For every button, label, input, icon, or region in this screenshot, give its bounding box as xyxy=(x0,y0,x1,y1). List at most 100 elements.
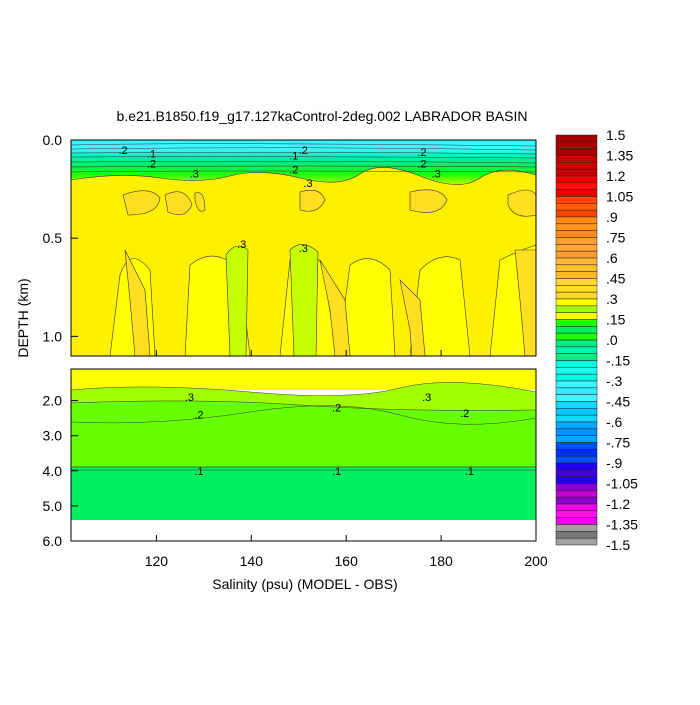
colorbar-box xyxy=(555,496,598,505)
contour-label: .2 xyxy=(118,145,127,157)
colorbar-label: -1.05 xyxy=(606,476,638,492)
gold-regions xyxy=(70,167,537,357)
colorbar-box xyxy=(555,428,598,436)
colorbar-box xyxy=(555,490,598,498)
colorbar-box xyxy=(555,209,598,218)
colorbar-box xyxy=(555,305,598,313)
x-tick-label: 200 xyxy=(524,553,548,569)
colorbar-label: .3 xyxy=(606,291,618,307)
colorbar-box xyxy=(555,435,598,443)
colorbar-label: -.45 xyxy=(606,394,630,410)
colorbar-box xyxy=(555,257,598,266)
contour-label: .3 xyxy=(185,392,194,404)
colorbar-box xyxy=(555,517,598,525)
x-tick-label: 120 xyxy=(145,553,169,569)
colorbar-label: -.75 xyxy=(606,435,630,451)
colorbar-box xyxy=(555,332,598,341)
colorbar-box xyxy=(555,326,598,334)
contour-label: .3 xyxy=(237,239,246,251)
colorbar-box xyxy=(555,312,598,320)
colorbar-label: .45 xyxy=(606,271,626,287)
contour-label: .1 xyxy=(465,466,474,478)
contour-label: .3 xyxy=(422,392,431,404)
y-axis-label: DEPTH (km) xyxy=(15,278,31,357)
colorbar-label: .15 xyxy=(606,312,626,328)
colorbar-box xyxy=(555,203,598,211)
colorbar-box xyxy=(555,175,598,184)
colorbar-box xyxy=(555,148,598,156)
green-yellow-columns xyxy=(225,244,319,357)
colorbar-box xyxy=(555,237,598,245)
colorbar-box xyxy=(555,244,598,252)
contour-label: .1 xyxy=(332,466,341,478)
contour-label: .3 xyxy=(432,168,441,180)
colorbar-box xyxy=(555,421,598,430)
colorbar-box xyxy=(555,285,598,293)
y-tick-label: 4.0 xyxy=(43,463,63,479)
colorbar-box xyxy=(555,223,598,231)
colorbar-box xyxy=(555,162,598,170)
colorbar: 1.5 1.35 1.2 1.05 .9 .75 .6 .45 .3 .15 .0 -.15 -.3 -.… xyxy=(555,127,638,553)
contour-labels: .2.1.2.3.2.1.2.3.2.2.3.3.3.3.3.2.2.2.1.1… xyxy=(118,145,474,478)
colorbar-box xyxy=(555,319,598,327)
contour-label: .1 xyxy=(147,149,156,161)
colorbar-box xyxy=(555,373,598,382)
colorbar-box xyxy=(555,408,598,416)
y-tick-label: 0.0 xyxy=(43,132,63,148)
colorbar-box xyxy=(555,455,598,464)
colorbar-label: 1.35 xyxy=(606,148,633,164)
colorbar-box xyxy=(555,339,598,348)
y-tick-label: 2.0 xyxy=(43,393,63,409)
colorbar-box xyxy=(555,394,598,402)
contour-label: .3 xyxy=(190,168,199,180)
chart-title: b.e21.B1850.f19_g17.127kaControl-2deg.00… xyxy=(117,108,528,124)
contour-label: .2 xyxy=(147,159,156,171)
colorbar-box xyxy=(555,510,598,518)
colorbar-label: -1.35 xyxy=(606,517,638,533)
contour-label: .2 xyxy=(194,410,203,422)
y-tick-label: 3.0 xyxy=(43,428,63,444)
colorbar-label: -.3 xyxy=(606,373,623,389)
y-axis: 0.0 0.5 1.0 2.0 3.0 4.0 5.0 6.0 xyxy=(43,132,78,549)
colorbar-label: .0 xyxy=(606,332,618,348)
x-axis-label: Salinity (psu) (MODEL - OBS) xyxy=(212,576,397,592)
x-axis: 120 140 160 180 200 xyxy=(145,350,548,569)
colorbar-box xyxy=(555,462,598,471)
y-tick-label: 1.0 xyxy=(43,328,63,344)
colorbar-box xyxy=(555,134,598,143)
lower-frame xyxy=(70,368,537,542)
colorbar-label: 1.2 xyxy=(606,168,626,184)
colorbar-box xyxy=(555,531,598,539)
colorbar-label: -1.2 xyxy=(606,496,630,512)
contour-label: .2 xyxy=(417,147,426,159)
colorbar-box xyxy=(555,414,598,423)
colorbar-box xyxy=(555,476,598,484)
colorbar-box xyxy=(555,387,598,395)
contour-label: .2 xyxy=(289,164,298,176)
colorbar-box xyxy=(555,250,598,259)
colorbar-label: -.6 xyxy=(606,414,623,430)
colorbar-box xyxy=(555,271,598,279)
colorbar-box xyxy=(555,401,598,409)
contour-label: .1 xyxy=(289,151,298,163)
colorbar-box xyxy=(555,298,598,307)
contour-label: .3 xyxy=(299,243,308,255)
colorbar-box xyxy=(555,360,598,368)
colorbar-box xyxy=(555,216,598,225)
upper-panel xyxy=(70,140,537,357)
colorbar-box xyxy=(555,503,598,512)
colorbar-label: 1.5 xyxy=(606,127,626,143)
colorbar-box xyxy=(555,278,598,286)
colorbar-box xyxy=(555,367,598,375)
colorbar-box xyxy=(555,196,598,204)
colorbar-box xyxy=(555,483,598,491)
colorbar-box xyxy=(555,155,598,163)
upper-contour-lines xyxy=(70,143,537,173)
upper-frame xyxy=(70,139,537,357)
x-tick-label: 140 xyxy=(240,553,264,569)
colorbar-box xyxy=(555,380,598,389)
contour-label: .2 xyxy=(299,145,308,157)
colorbar-label: -.9 xyxy=(606,455,623,471)
contour-label: .2 xyxy=(417,159,426,171)
